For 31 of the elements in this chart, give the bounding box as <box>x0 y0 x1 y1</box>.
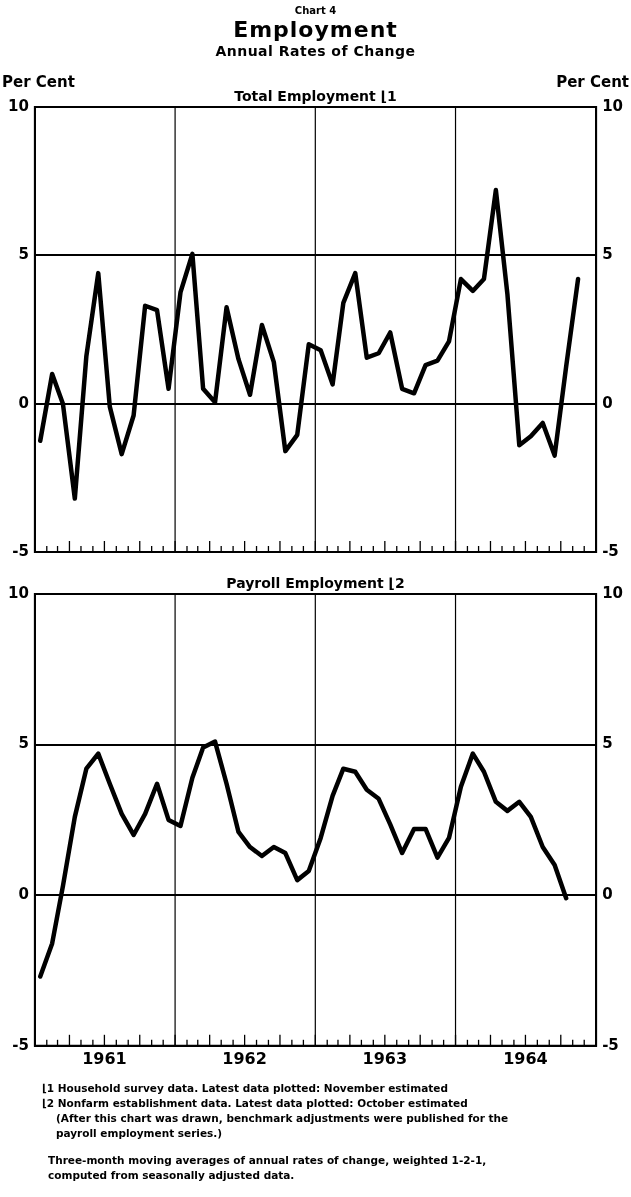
y-tick-label: -5 <box>12 541 29 560</box>
text: Three-month moving averages of annual rates of change, weighted 1-2-1, computed from seasonally adjusted data. <box>47 1153 488 1183</box>
y-tick-label: 0 <box>18 393 29 412</box>
y2-tick-label: 5 <box>602 245 613 264</box>
y2-tick-label: 5 <box>602 734 613 753</box>
x-tick-label: 1964 <box>503 1048 548 1068</box>
y-tick-label: 10 <box>8 96 29 115</box>
x-tick-label: 1961 <box>82 1048 127 1068</box>
text: ⌊1 Household survey data. Latest data plotted: November estimated <box>42 1081 449 1096</box>
y-axis-title: Per Cent <box>2 73 75 91</box>
y-tick-label: 0 <box>18 885 29 904</box>
text: Total Employment ⌊1 <box>234 88 397 104</box>
x-tick-label: 1962 <box>222 1048 267 1068</box>
chart-subtitle: Annual Rates of Change <box>214 43 417 60</box>
y-tick-label: 10 <box>8 583 29 602</box>
y2-tick-label: 0 <box>602 393 613 412</box>
y2-axis-title: Per Cent <box>556 73 629 91</box>
text: ⌊2 Nonfarm establishment data. Latest data plotted: October estimated <box>42 1096 469 1111</box>
y2-tick-label: 10 <box>602 96 623 115</box>
y2-tick-label: -5 <box>602 1035 619 1054</box>
y-tick-label: 5 <box>18 734 29 753</box>
y2-tick-label: 10 <box>602 583 623 602</box>
y2-tick-label: 0 <box>602 885 613 904</box>
y-tick-label: 5 <box>18 245 29 264</box>
text: (After this chart was drawn, benchmark adjustments were published for the payroll employment series.) <box>55 1111 510 1141</box>
chart-title: Employment <box>232 17 399 43</box>
y-tick-label: -5 <box>12 1035 29 1054</box>
caption: Chart 4 <box>293 4 338 17</box>
y2-tick-label: -5 <box>602 541 619 560</box>
text: Payroll Employment ⌊2 <box>226 575 405 591</box>
x-tick-label: 1963 <box>362 1048 408 1068</box>
